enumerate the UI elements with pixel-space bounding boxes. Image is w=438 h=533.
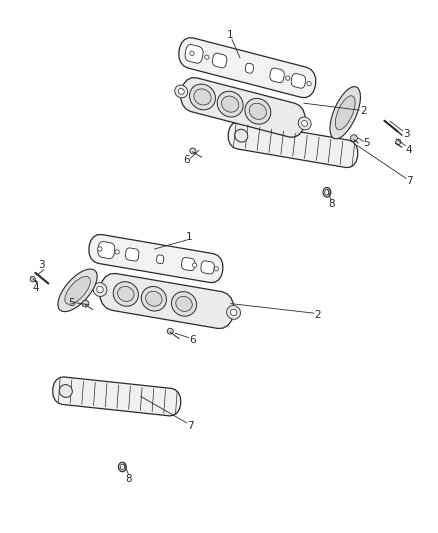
Ellipse shape: [230, 309, 237, 316]
Polygon shape: [291, 74, 306, 88]
Ellipse shape: [118, 462, 126, 472]
Polygon shape: [181, 257, 195, 271]
Ellipse shape: [217, 91, 243, 117]
Ellipse shape: [193, 263, 197, 268]
Polygon shape: [53, 377, 181, 416]
Polygon shape: [245, 63, 254, 73]
Ellipse shape: [235, 130, 248, 142]
Polygon shape: [228, 122, 358, 167]
Text: 2: 2: [314, 310, 321, 320]
Ellipse shape: [65, 277, 90, 304]
Polygon shape: [179, 38, 316, 98]
Text: 7: 7: [187, 421, 194, 431]
Ellipse shape: [141, 286, 166, 311]
Text: 6: 6: [184, 156, 190, 165]
Ellipse shape: [93, 282, 107, 296]
Ellipse shape: [117, 286, 134, 302]
Polygon shape: [270, 68, 284, 83]
Text: 7: 7: [406, 176, 413, 186]
Polygon shape: [100, 273, 234, 328]
Ellipse shape: [249, 103, 266, 119]
Ellipse shape: [302, 120, 307, 126]
Ellipse shape: [120, 464, 124, 470]
Text: 4: 4: [32, 282, 39, 293]
Text: 1: 1: [186, 232, 193, 242]
Text: 2: 2: [360, 106, 367, 116]
Ellipse shape: [98, 247, 102, 251]
Ellipse shape: [245, 99, 271, 124]
Text: 4: 4: [405, 145, 412, 155]
Ellipse shape: [171, 292, 197, 316]
Ellipse shape: [30, 277, 35, 282]
Polygon shape: [201, 261, 214, 274]
Ellipse shape: [115, 250, 119, 254]
Text: 8: 8: [126, 474, 132, 483]
Ellipse shape: [59, 385, 72, 397]
Ellipse shape: [323, 188, 331, 197]
Ellipse shape: [175, 85, 188, 98]
Ellipse shape: [330, 87, 360, 139]
Polygon shape: [89, 235, 223, 282]
Ellipse shape: [222, 96, 239, 112]
Ellipse shape: [286, 76, 290, 80]
Ellipse shape: [298, 117, 311, 130]
Ellipse shape: [145, 291, 162, 306]
Polygon shape: [181, 78, 305, 137]
Text: 3: 3: [38, 261, 45, 270]
Ellipse shape: [167, 328, 173, 334]
Ellipse shape: [113, 281, 138, 306]
Polygon shape: [212, 53, 227, 68]
Text: 8: 8: [328, 199, 335, 209]
Ellipse shape: [307, 82, 311, 86]
Ellipse shape: [396, 139, 401, 144]
Ellipse shape: [190, 51, 194, 55]
Ellipse shape: [350, 135, 357, 142]
Ellipse shape: [214, 266, 219, 271]
Text: 5: 5: [363, 139, 369, 149]
Ellipse shape: [190, 148, 196, 154]
Ellipse shape: [194, 89, 211, 105]
Polygon shape: [157, 255, 164, 264]
Ellipse shape: [58, 269, 97, 312]
Text: 3: 3: [403, 129, 410, 139]
Ellipse shape: [190, 84, 215, 110]
Ellipse shape: [226, 305, 240, 319]
Polygon shape: [98, 241, 115, 259]
Text: 6: 6: [190, 335, 196, 345]
Ellipse shape: [205, 55, 209, 59]
Ellipse shape: [336, 96, 355, 130]
Ellipse shape: [176, 296, 192, 311]
Ellipse shape: [97, 286, 103, 293]
Polygon shape: [185, 45, 203, 63]
Ellipse shape: [325, 190, 329, 195]
Text: 5: 5: [68, 297, 74, 308]
Ellipse shape: [178, 88, 184, 94]
Text: 1: 1: [227, 30, 233, 41]
Ellipse shape: [82, 300, 89, 307]
Polygon shape: [126, 248, 139, 261]
